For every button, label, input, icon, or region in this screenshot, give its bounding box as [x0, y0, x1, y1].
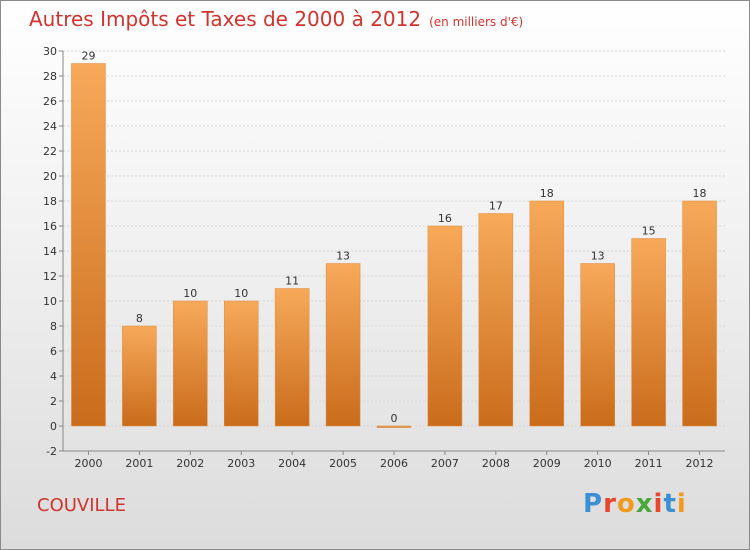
x-tick-label-2000: 2000	[74, 457, 102, 470]
bar-2008[interactable]	[478, 213, 514, 427]
x-tick-label-2005: 2005	[329, 457, 357, 470]
y-tick-label: 26	[43, 95, 57, 108]
y-tick-label: 24	[43, 120, 57, 133]
bar-2005[interactable]	[325, 263, 361, 427]
x-tick-label-2007: 2007	[431, 457, 459, 470]
y-tick-label: -2	[46, 445, 57, 458]
bar-2007[interactable]	[427, 225, 463, 427]
data-label-2008: 17	[489, 200, 503, 213]
data-label-2004: 11	[285, 275, 299, 288]
x-tick-label-2003: 2003	[227, 457, 255, 470]
bar-2002[interactable]	[173, 300, 208, 427]
bar-2000[interactable]	[71, 63, 106, 427]
bar-2003[interactable]	[223, 300, 259, 427]
label-layer: 29 8 10 10 11 13 0 16 17 18 13 15 18	[81, 50, 706, 426]
data-label-2000: 29	[81, 50, 95, 63]
bar-2011[interactable]	[631, 238, 666, 427]
logo-letter: i	[676, 489, 687, 519]
y-tick-label: 6	[50, 345, 57, 358]
y-tick-label: 8	[50, 320, 57, 333]
y-tick-label: 18	[43, 195, 57, 208]
logo-letter: o	[616, 489, 636, 519]
x-tick-label-2009: 2009	[533, 457, 561, 470]
y-tick-label: 16	[43, 220, 57, 233]
bar-2006[interactable]	[376, 425, 412, 428]
grid-layer	[63, 50, 725, 452]
x-tick-label-2004: 2004	[278, 457, 306, 470]
bar-2010[interactable]	[580, 263, 615, 427]
data-label-2011: 15	[642, 225, 656, 238]
logo-letter: t	[663, 489, 677, 519]
data-label-2007: 16	[438, 212, 452, 225]
bar-2012[interactable]	[682, 200, 717, 427]
data-label-2003: 10	[234, 287, 248, 300]
data-label-2005: 13	[336, 250, 350, 263]
y-tick-label: 20	[43, 170, 57, 183]
bar-layer	[71, 63, 717, 428]
x-tick-label-2006: 2006	[380, 457, 408, 470]
y-tick-label: 30	[43, 45, 57, 58]
x-tick-label-2010: 2010	[584, 457, 612, 470]
logo-letter: r	[603, 489, 617, 519]
x-tick-label-2011: 2011	[635, 457, 663, 470]
data-label-2010: 13	[591, 250, 605, 263]
data-label-2009: 18	[540, 187, 554, 200]
commune-name: COUVILLE	[37, 495, 126, 516]
logo-letter: P	[583, 489, 604, 519]
data-label-2002: 10	[183, 287, 197, 300]
y-tick-label: 4	[50, 370, 57, 383]
x-tick-label-2001: 2001	[125, 457, 153, 470]
data-label-2001: 8	[136, 312, 143, 325]
bar-2009[interactable]	[529, 200, 565, 427]
x-tick-label-2012: 2012	[686, 457, 714, 470]
logo-letter: x	[635, 489, 654, 519]
y-tick-label: 12	[43, 270, 57, 283]
bar-2004[interactable]	[274, 288, 310, 427]
y-tick-label: 2	[50, 395, 57, 408]
logo-letter: i	[653, 489, 664, 519]
x-tick-label-2002: 2002	[176, 457, 204, 470]
data-label-2012: 18	[693, 187, 707, 200]
y-tick-label: 14	[43, 245, 57, 258]
bar-2001[interactable]	[122, 325, 157, 427]
y-tick-label: 10	[43, 295, 57, 308]
y-tick-label: 22	[43, 145, 57, 158]
data-label-2006: 0	[391, 412, 398, 425]
proxiti-logo[interactable]: Proxiti	[583, 489, 687, 519]
x-tick-label-2008: 2008	[482, 457, 510, 470]
chart-title: Autres Impôts et Taxes de 2000 à 2012	[29, 7, 422, 31]
title-row: Autres Impôts et Taxes de 2000 à 2012 (en…	[29, 7, 523, 31]
y-tick-label: 0	[50, 420, 57, 433]
y-tick-label: 28	[43, 70, 57, 83]
chart-subtitle: (en milliers d'€)	[429, 15, 524, 29]
